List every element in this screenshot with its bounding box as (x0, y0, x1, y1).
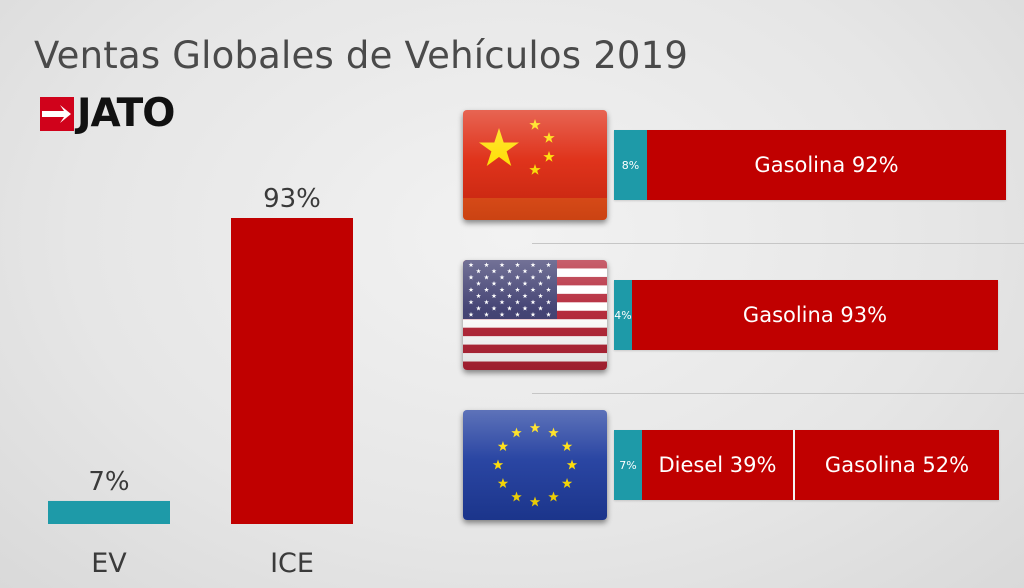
bar-value-labels: 7% 93% (88, 184, 321, 497)
chart-title: Ventas Globales de Vehículos 2019 (34, 34, 689, 77)
jato-logo: JATO (40, 91, 175, 136)
category-axis-labels: EV ICE (91, 548, 314, 579)
china-share-bar: 8% Gasolina 92% (614, 130, 1006, 200)
usa-share-bar: 4% Gasolina 93% (614, 280, 998, 350)
divider (532, 243, 1024, 244)
global-sales-bar-chart: 7% 93% EV ICE (48, 184, 353, 579)
china-gasoline-segment: Gasolina 92% (647, 130, 1006, 200)
divider (532, 393, 1024, 394)
eu-flag (463, 410, 607, 520)
category-label-ev: EV (91, 548, 127, 579)
region-row-usa: 4% Gasolina 93% (463, 260, 1023, 370)
value-label-ice: 93% (263, 184, 321, 214)
category-label-ice: ICE (270, 548, 314, 579)
bar-ice (231, 218, 353, 524)
bar-ev (48, 500, 170, 524)
usa-ev-segment: 4% (614, 280, 632, 350)
bars-layer (48, 218, 353, 524)
eu-share-bar: 7% Diesel 39% Gasolina 52% (614, 430, 999, 500)
china-ev-segment: 8% (614, 130, 647, 200)
value-label-ev: 7% (88, 467, 129, 497)
region-row-eu: 7% Diesel 39% Gasolina 52% (463, 410, 1023, 520)
eu-gasoline-segment: Gasolina 52% (795, 430, 999, 500)
region-row-china: 8% Gasolina 92% (463, 110, 1023, 220)
usa-flag (463, 260, 607, 370)
eu-ev-segment: 7% (614, 430, 642, 500)
brand-name: JATO (77, 91, 175, 136)
jato-logo-mark-icon (40, 97, 74, 131)
china-flag (463, 110, 607, 220)
usa-gasoline-segment: Gasolina 93% (632, 280, 998, 350)
eu-diesel-segment: Diesel 39% (642, 430, 795, 500)
